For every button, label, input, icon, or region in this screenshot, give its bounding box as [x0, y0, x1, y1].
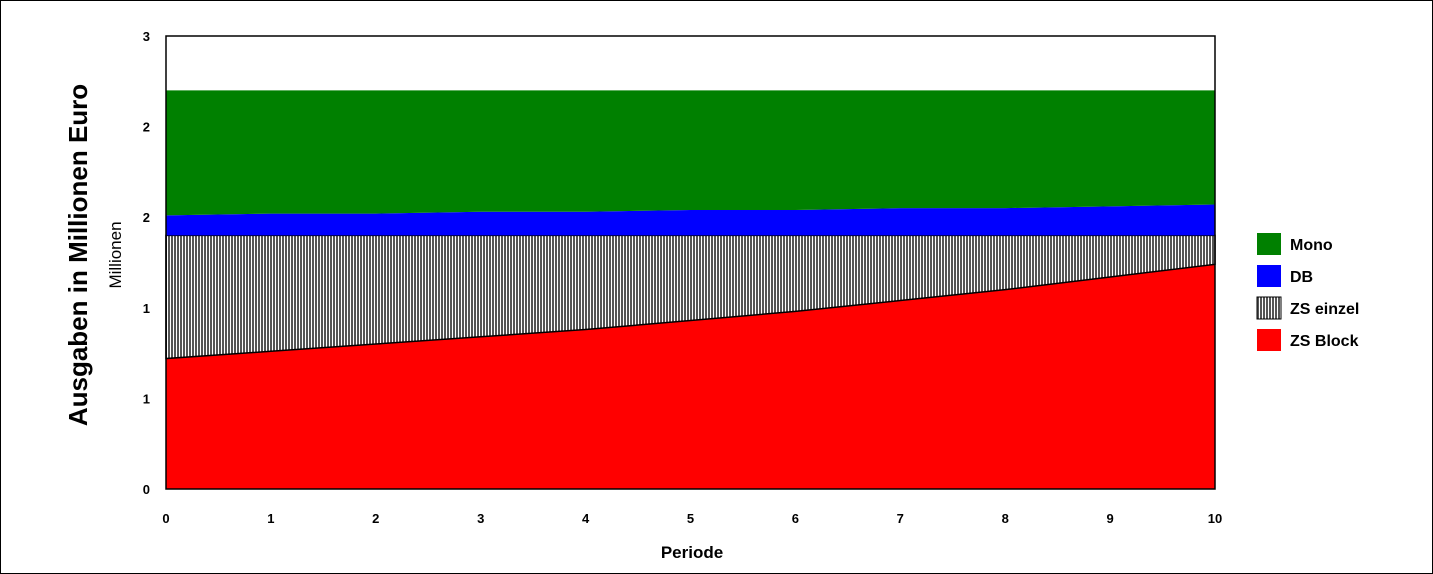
area-zs-block [166, 264, 1215, 489]
x-axis-ticks: 0 1 2 3 4 5 6 7 8 9 10 [162, 511, 1222, 526]
y-tick-label: 0 [143, 482, 150, 497]
legend-swatch-mono [1257, 233, 1281, 255]
y-tick-label: 2 [143, 120, 150, 135]
x-tick-label: 1 [267, 511, 274, 526]
x-tick-label: 0 [162, 511, 169, 526]
legend-label: ZS einzel [1290, 301, 1359, 318]
y-axis-ticks: 0 1 1 2 2 3 [143, 29, 150, 497]
x-tick-label: 8 [1002, 511, 1009, 526]
x-tick-label: 6 [792, 511, 799, 526]
legend-swatch-db [1257, 265, 1281, 287]
x-tick-label: 7 [897, 511, 904, 526]
legend-swatch-zs-block [1257, 329, 1281, 351]
legend-label: Mono [1290, 237, 1333, 254]
area-mono [166, 90, 1215, 216]
y-tick-label: 2 [143, 210, 150, 225]
y-tick-label: 3 [143, 29, 150, 44]
legend-swatch-zs-einzel [1256, 296, 1282, 320]
x-tick-label: 9 [1106, 511, 1113, 526]
legend-item-zs-einzel: ZS einzel [1256, 296, 1359, 320]
x-tick-label: 10 [1208, 511, 1222, 526]
y-axis-label: Ausgaben in Millionen Euro [63, 84, 93, 426]
y-tick-label: 1 [143, 301, 150, 316]
area-db [166, 204, 1215, 236]
y-tick-label: 1 [143, 391, 150, 406]
legend-item-zs-block: ZS Block [1257, 329, 1359, 351]
legend-item-mono: Mono [1257, 233, 1333, 255]
x-tick-label: 2 [372, 511, 379, 526]
x-tick-label: 5 [687, 511, 694, 526]
legend-label: DB [1290, 269, 1313, 286]
y-axis-unit-label: Millionen [106, 221, 125, 288]
legend-label: ZS Block [1290, 333, 1359, 350]
plot-border [165, 35, 1216, 490]
x-tick-label: 4 [582, 511, 590, 526]
legend-item-db: DB [1257, 265, 1313, 287]
legend: Mono DB ZS einzel ZS Block [1256, 233, 1359, 351]
plot-areas [165, 90, 1216, 489]
x-tick-label: 3 [477, 511, 484, 526]
x-axis-label: Periode [661, 543, 723, 562]
